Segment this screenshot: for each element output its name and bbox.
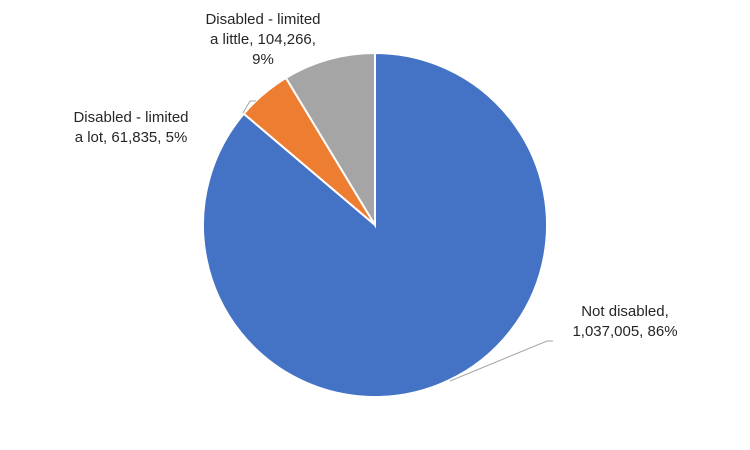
data-label-line: Disabled - limited — [73, 109, 188, 126]
data-label-line: Disabled - limited — [205, 11, 320, 28]
data-label-not-disabled: Not disabled, 1,037,005, 86% — [572, 303, 677, 340]
data-label-disabled-limited-a-little: Disabled - limited a little, 104,266, 9% — [205, 11, 320, 68]
data-label-line: Not disabled, — [581, 303, 669, 320]
pie-slice-disabled-limited-a-little — [284, 51, 376, 229]
leader-line-not-disabled — [449, 340, 553, 382]
data-label-line: 1,037,005, 86% — [572, 323, 677, 340]
data-label-line: 9% — [252, 51, 274, 68]
leader-line-disabled-limited-a-lot — [242, 100, 256, 114]
data-label-line: a lot, 61,835, 5% — [75, 129, 188, 146]
data-label-disabled-limited-a-lot: Disabled - limited a lot, 61,835, 5% — [73, 109, 188, 146]
data-label-line: a little, 104,266, — [210, 31, 316, 48]
